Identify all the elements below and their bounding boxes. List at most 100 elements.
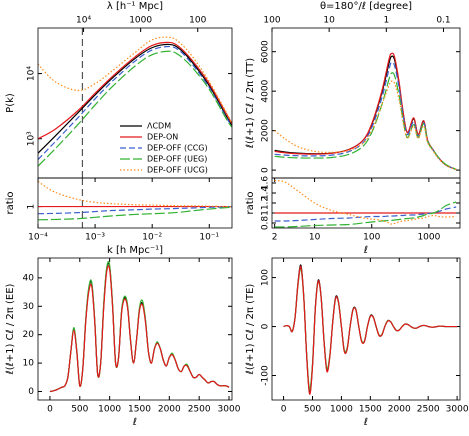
- x2-tick-label: 1000: [129, 16, 152, 26]
- x-tick-label: 1000: [417, 233, 440, 243]
- x-tick-label: 1500: [359, 405, 382, 415]
- x-tick-label: 100: [363, 233, 380, 243]
- x-tick-label: 10⁻³: [85, 233, 105, 243]
- x2-axis-label: θ=180°/ℓ [degree]: [320, 1, 412, 12]
- lines: [38, 181, 232, 221]
- x-tick-label: 1500: [128, 405, 151, 415]
- x-tick-label: 1000: [98, 405, 121, 415]
- x-tick-label: 2000: [158, 405, 181, 415]
- frame: [271, 27, 461, 179]
- series-line: [283, 264, 458, 394]
- series-line: [49, 260, 230, 393]
- series-line: [38, 206, 232, 221]
- panel: 1 10⁻⁴ 10⁻³ 10⁻² 10⁻¹ ratio k [h Mpc⁻¹]: [5, 177, 233, 256]
- frame: [271, 257, 461, 401]
- legend-label: DEP-OFF (CCG): [147, 144, 208, 153]
- y-tick-label: -100: [261, 365, 271, 386]
- x-axis-label: ℓ: [364, 417, 368, 428]
- series-line: [283, 265, 458, 395]
- y-axis-label: ratio: [245, 191, 256, 214]
- x-tick-label: 10⁻²: [142, 233, 162, 243]
- lines: [274, 179, 457, 228]
- frame: [271, 177, 461, 229]
- series-line: [274, 201, 457, 228]
- y-tick-label: 1.2: [261, 196, 271, 210]
- x-tick-label: 0: [47, 405, 53, 415]
- y-tick-label: 20: [23, 330, 35, 340]
- y-tick-label: 1: [261, 210, 271, 216]
- legend-label: DEP-ON: [147, 133, 178, 142]
- series-line: [274, 179, 457, 225]
- legend: ΛCDM DEP-ON DEP-OFF (CCG) DEP-OFF (UEG) DEP-…: [120, 122, 208, 175]
- x-tick-label: 3000: [446, 405, 469, 415]
- y-axis-label: ℓ(ℓ+1) Cℓ / 2π (TE): [245, 284, 256, 375]
- y-tick-label: 10⁴: [27, 66, 37, 81]
- panel: 0 10 20 30 40 0 500 1000 1500 2000 2500 3000 ℓ(ℓ+1) …: [5, 257, 241, 428]
- x-tick-label: 500: [71, 405, 88, 415]
- legend-label: DEP-OFF (UEG): [147, 155, 207, 164]
- x2-tick-label: 10: [323, 16, 335, 26]
- series-line: [38, 181, 232, 208]
- x-tick-label: 10: [309, 233, 321, 243]
- y-tick-label: 1.6: [261, 176, 271, 191]
- series-line: [274, 55, 457, 171]
- series-line: [38, 205, 232, 215]
- x-tick-label: 2000: [388, 405, 411, 415]
- x-tick-label: 10⁻¹: [199, 233, 219, 243]
- x2-tick-label: 100: [263, 16, 280, 26]
- lines: [49, 260, 230, 393]
- legend-label: DEP-OFF (UCG): [147, 166, 208, 175]
- y-axis-label: ℓ(ℓ+1) Cℓ / 2π (TT): [245, 58, 256, 148]
- y-tick-label: 1: [27, 204, 37, 210]
- y-axis-label: ratio: [5, 191, 16, 214]
- series-line: [49, 265, 230, 393]
- x-tick-label: 2500: [417, 405, 440, 415]
- x2-axis-label: λ [h⁻¹ Mpc]: [107, 1, 163, 12]
- series-line: [274, 80, 457, 171]
- panel: 0 2000 4000 6000 100 10 1 0.1 ℓ(ℓ+1) Cℓ / 2π (TT…: [245, 1, 461, 179]
- y-tick-label: 2000: [261, 119, 271, 142]
- y-tick-label: 0.8: [261, 216, 271, 231]
- y-tick-label: 100: [261, 269, 271, 286]
- x2-tick-label: 0.1: [436, 16, 450, 26]
- series-line: [274, 206, 457, 222]
- x-tick-label: 2: [272, 233, 278, 243]
- x-axis-label: k [h Mpc⁻¹]: [107, 245, 163, 256]
- series-line: [274, 52, 457, 171]
- lines: [274, 52, 457, 171]
- series-line: [49, 262, 230, 393]
- x-tick-label: 500: [304, 405, 321, 415]
- y-tick-label: 6000: [261, 40, 271, 63]
- x2-tick-label: 100: [189, 16, 206, 26]
- y-tick-label: 0: [261, 323, 271, 329]
- panel: 10³ 10⁴ 10⁴ 1000 100 P(k) λ [h⁻¹ Mpc] ΛCDM DEP-O…: [5, 1, 233, 179]
- lines: [283, 264, 458, 395]
- series-line: [38, 36, 232, 125]
- x-axis-label: ℓ: [133, 417, 137, 428]
- frame: [37, 177, 233, 229]
- y-tick-label: 30: [23, 302, 35, 312]
- y-tick-label: 10³: [27, 131, 37, 146]
- panel: 0.811.21.41.6 2 10 100 1000 ratio ℓ: [245, 176, 461, 256]
- x-tick-label: 0: [281, 405, 287, 415]
- lines: [38, 36, 232, 167]
- series-line: [38, 43, 232, 154]
- frame: [37, 257, 233, 401]
- x-tick-label: 1000: [330, 405, 353, 415]
- y-tick-label: 0: [261, 167, 271, 173]
- y-axis-label: P(k): [5, 93, 16, 113]
- x-tick-label: 10⁻⁴: [28, 233, 48, 243]
- y-tick-label: 40: [23, 273, 35, 283]
- series-line: [38, 41, 232, 140]
- y-tick-label: 0: [28, 387, 34, 397]
- series-line: [274, 72, 457, 170]
- y-axis-label: ℓ(ℓ+1) Cℓ / 2π (EE): [5, 283, 16, 374]
- x2-tick-label: 1: [383, 16, 389, 26]
- x-tick-label: 3000: [218, 405, 241, 415]
- x-tick-label: 2500: [188, 405, 211, 415]
- series-line: [38, 45, 232, 160]
- x2-tick-label: 10⁴: [76, 16, 91, 26]
- legend-label: ΛCDM: [147, 122, 171, 131]
